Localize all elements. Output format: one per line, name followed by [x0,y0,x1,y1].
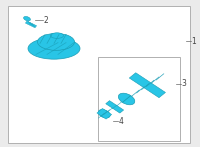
Bar [98,57,180,141]
Polygon shape [106,101,124,113]
Ellipse shape [50,33,64,38]
Polygon shape [97,108,112,119]
Ellipse shape [118,93,135,105]
Text: 4: 4 [118,117,123,126]
Text: 2: 2 [44,16,49,25]
Text: 3: 3 [182,79,186,88]
Polygon shape [129,73,165,98]
Polygon shape [25,21,37,28]
Ellipse shape [98,110,110,118]
Ellipse shape [38,34,74,50]
Ellipse shape [28,38,80,59]
Ellipse shape [24,16,30,21]
Text: 1: 1 [191,37,196,46]
